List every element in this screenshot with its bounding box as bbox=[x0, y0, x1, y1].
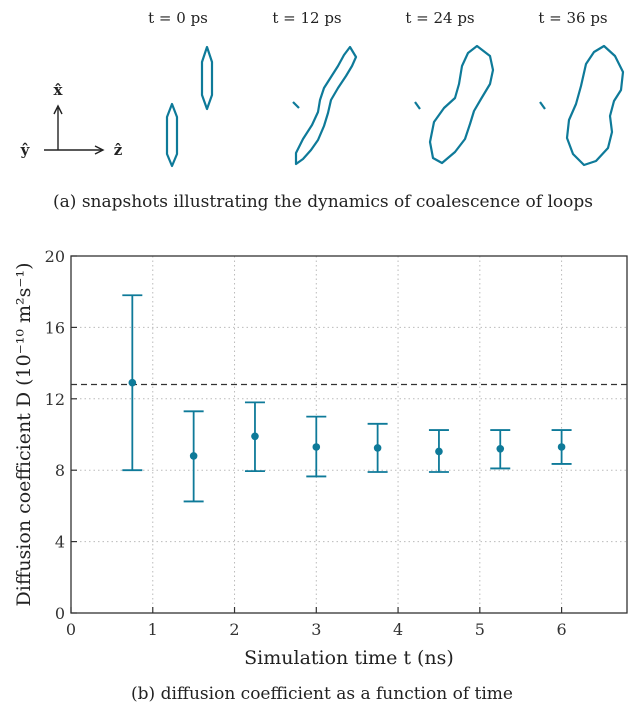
x-tick-label-2: 2 bbox=[229, 620, 239, 639]
y-tick-label-3: 12 bbox=[45, 390, 65, 409]
loop-shapes bbox=[165, 44, 625, 168]
y-axis-label: Diffusion coefficient D (10⁻¹⁰ m²s⁻¹) bbox=[13, 263, 35, 607]
y-tick-label-1: 4 bbox=[55, 533, 65, 552]
snapshot-time-2: t = 24 ps bbox=[405, 9, 474, 27]
snapshot-time-3: t = 36 ps bbox=[538, 9, 607, 27]
chart-caption: (b) diffusion coefficient as a function … bbox=[131, 684, 513, 704]
snapshot-time-0: t = 0 ps bbox=[148, 9, 208, 27]
loop-snapshot-3-small bbox=[539, 101, 546, 110]
data-point-5 bbox=[435, 447, 443, 456]
y-tick-label-5: 20 bbox=[45, 247, 65, 266]
axis-z-hat-label: ẑ bbox=[114, 141, 123, 159]
snapshot-panel: t = 0 ps t = 12 ps t = 24 ps t = 36 ps x… bbox=[20, 9, 625, 212]
loop-snapshot-1-main bbox=[294, 45, 358, 166]
x-tick-label-1: 1 bbox=[148, 620, 158, 639]
axis-x-hat-label: x̂ bbox=[54, 81, 64, 99]
data-point-2 bbox=[251, 432, 259, 441]
x-tick-label-5: 5 bbox=[475, 620, 485, 639]
data-point-4 bbox=[373, 444, 382, 452]
loop-snapshot-2-main bbox=[428, 44, 495, 165]
data-point-6 bbox=[496, 444, 505, 453]
coordinate-axes-icon bbox=[44, 104, 105, 155]
chart-grid bbox=[71, 256, 627, 613]
loop-snapshot-3-main bbox=[565, 44, 625, 167]
data-point-1 bbox=[189, 452, 198, 460]
x-tick-label-3: 3 bbox=[311, 620, 321, 639]
axis-y-hat-label: ŷ bbox=[20, 141, 31, 159]
data-point-7 bbox=[557, 443, 566, 451]
x-axis-label: Simulation time t (ns) bbox=[244, 647, 454, 669]
loop-snapshot-0-b bbox=[200, 45, 214, 111]
loop-snapshot-1-small bbox=[292, 101, 300, 109]
loop-snapshot-0-a bbox=[165, 102, 179, 168]
x-tick-label-6: 6 bbox=[556, 620, 566, 639]
y-tick-label-4: 16 bbox=[45, 318, 65, 337]
chart-marks bbox=[122, 294, 572, 503]
y-tick-label-0: 0 bbox=[55, 604, 65, 623]
snapshot-caption: (a) snapshots illustrating the dynamics … bbox=[53, 192, 593, 212]
data-point-3 bbox=[312, 443, 321, 451]
plot-frame bbox=[70, 255, 628, 614]
snapshot-time-1: t = 12 ps bbox=[272, 9, 341, 27]
y-tick-label-2: 8 bbox=[55, 461, 65, 480]
x-tick-label-4: 4 bbox=[393, 620, 403, 639]
loop-snapshot-2-small bbox=[414, 101, 421, 110]
data-point-0 bbox=[128, 378, 137, 387]
x-tick-label-0: 0 bbox=[66, 620, 76, 639]
